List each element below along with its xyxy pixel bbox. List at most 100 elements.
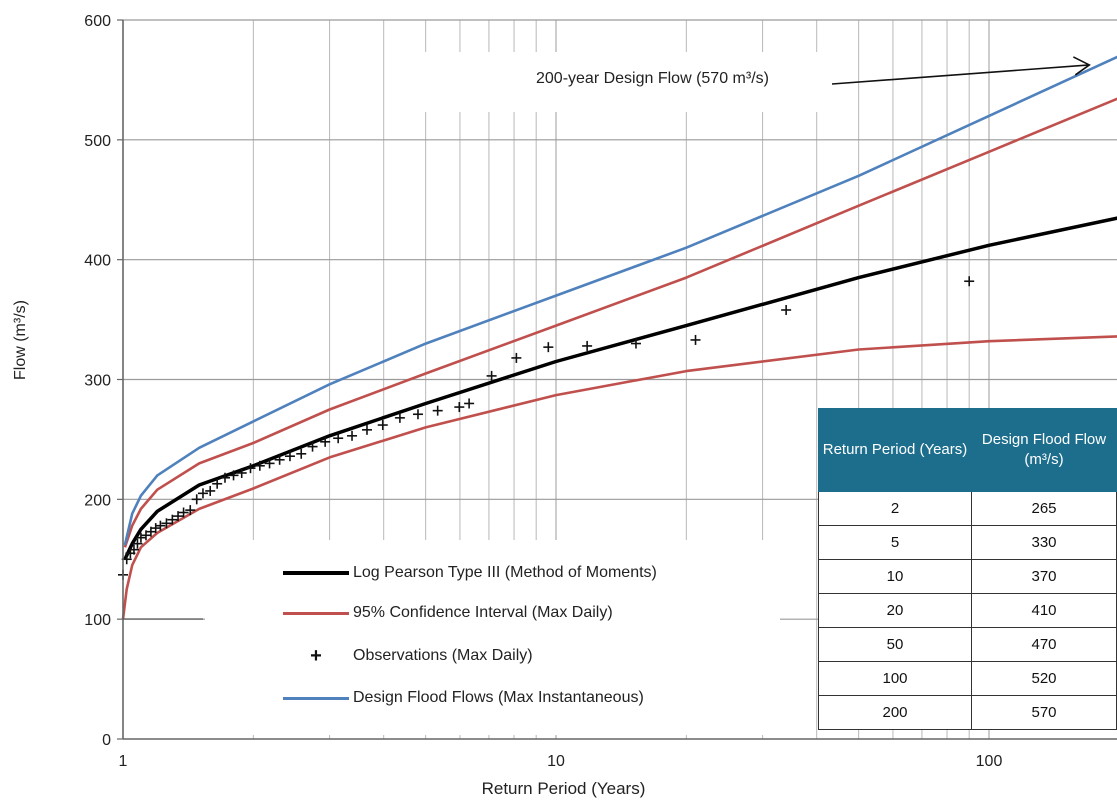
observation-marker (178, 507, 189, 518)
observation-marker (191, 494, 202, 505)
table-header-return-period: Return Period (Years) (818, 408, 972, 492)
table-row: 2 265 (818, 491, 1117, 526)
annotation-arrow-shaft (831, 64, 1090, 85)
y-tick-label: 0 (102, 732, 111, 749)
x-tick-label: 10 (547, 753, 565, 770)
observation-marker (347, 430, 358, 441)
observation-marker (361, 424, 372, 435)
observation-marker (432, 405, 443, 416)
table-row: 200 570 (818, 695, 1117, 730)
table-row: 100 520 (818, 661, 1117, 696)
table-cell-return-period: 2 (818, 491, 972, 526)
y-tick-label: 400 (84, 253, 111, 270)
observation-marker (274, 454, 285, 465)
legend-item: Design Flood Flows (Max Instantaneous) (283, 687, 644, 709)
observation-marker (236, 467, 247, 478)
observation-marker (690, 334, 701, 345)
observation-marker (185, 505, 196, 516)
table-cell-return-period: 20 (818, 593, 972, 628)
observation-marker (486, 370, 497, 381)
legend-swatch (283, 571, 349, 575)
observation-marker (135, 532, 146, 543)
series-line (123, 55, 1117, 546)
legend-label: Observations (Max Daily) (353, 647, 533, 664)
table-body: 2 265 5 330 10 370 20 410 50 470 100 520 200 570 (818, 491, 1117, 730)
observation-marker (212, 478, 223, 489)
observation-marker (630, 338, 641, 349)
observation-marker (161, 518, 172, 529)
table-row: 10 370 (818, 559, 1117, 594)
legend-item: 95% Confidence Interval (Max Daily) (283, 602, 613, 624)
annotation-arrow-head (1072, 56, 1091, 76)
table-cell-design-flow: 410 (971, 593, 1117, 628)
legend-item: + Observations (Max Daily) (283, 645, 533, 667)
table-row: 5 330 (818, 525, 1117, 560)
observation-marker (394, 412, 405, 423)
observation-marker (582, 340, 593, 351)
table-cell-design-flow: 570 (971, 695, 1117, 730)
table-cell-design-flow: 520 (971, 661, 1117, 696)
series-line (123, 216, 1117, 561)
table-header-row: Return Period (Years) Design Flood Flow … (818, 408, 1117, 492)
observations-layer (118, 276, 975, 580)
observation-marker (150, 523, 161, 534)
observation-marker (333, 433, 344, 444)
legend-swatch (283, 696, 349, 700)
x-axis-label: Return Period (Years) (481, 779, 646, 798)
observation-marker (781, 304, 792, 315)
table-cell-design-flow: 370 (971, 559, 1117, 594)
observation-marker (264, 458, 275, 469)
table-cell-return-period: 200 (818, 695, 972, 730)
observation-marker (412, 409, 423, 420)
observation-marker (543, 342, 554, 353)
legend-swatch (283, 611, 349, 615)
observation-marker (219, 472, 230, 483)
y-tick-label: 600 (84, 13, 111, 30)
legend-item: Log Pearson Type III (Method of Moments) (283, 562, 657, 584)
legend: Log Pearson Type III (Method of Moments)… (205, 540, 780, 735)
y-tick-label: 200 (84, 492, 111, 509)
design-flow-table: Return Period (Years) Design Flood Flow … (818, 408, 1117, 730)
observation-marker (132, 538, 143, 549)
y-tick-label: 300 (84, 373, 111, 390)
annotation-box: 200-year Design Flow (570 m³/s) (390, 52, 830, 112)
table-cell-design-flow: 470 (971, 627, 1117, 662)
series-line (121, 335, 1117, 620)
observation-marker (254, 460, 265, 471)
legend-label: 95% Confidence Interval (Max Daily) (353, 604, 613, 621)
observation-marker (377, 420, 388, 431)
table-cell-return-period: 5 (818, 525, 972, 560)
table-cell-return-period: 50 (818, 627, 972, 662)
observation-marker (307, 441, 318, 452)
observation-marker (167, 514, 178, 525)
observation-marker (197, 488, 208, 499)
legend-label: Design Flood Flows (Max Instantaneous) (353, 689, 644, 706)
y-axis-label: Flow (m³/s) (12, 300, 29, 380)
x-tick-label: 100 (976, 753, 1003, 770)
table-header-design-flow: Design Flood Flow (m³/s) (971, 408, 1117, 492)
table-row: 20 410 (818, 593, 1117, 628)
observation-marker (511, 352, 522, 363)
y-tick-label: 100 (84, 612, 111, 629)
observation-marker (284, 451, 295, 462)
observation-marker (454, 402, 465, 413)
table-cell-design-flow: 330 (971, 525, 1117, 560)
observation-marker (964, 276, 975, 287)
observation-marker (464, 398, 475, 409)
legend-marker: + (310, 645, 322, 667)
observation-marker (320, 436, 331, 447)
observation-marker (205, 485, 216, 496)
table-cell-return-period: 10 (818, 559, 972, 594)
observation-marker (155, 520, 166, 531)
table-cell-return-period: 100 (818, 661, 972, 696)
observation-marker (296, 448, 307, 459)
annotation-text: 200-year Design Flow (570 m³/s) (536, 70, 769, 87)
series-line (123, 97, 1117, 548)
y-tick-label: 500 (84, 133, 111, 150)
observation-marker (173, 511, 184, 522)
observation-marker (128, 544, 139, 555)
table-cell-design-flow: 265 (971, 491, 1117, 526)
series-layer (121, 55, 1117, 620)
observation-marker (245, 463, 256, 474)
observation-marker (228, 470, 239, 481)
